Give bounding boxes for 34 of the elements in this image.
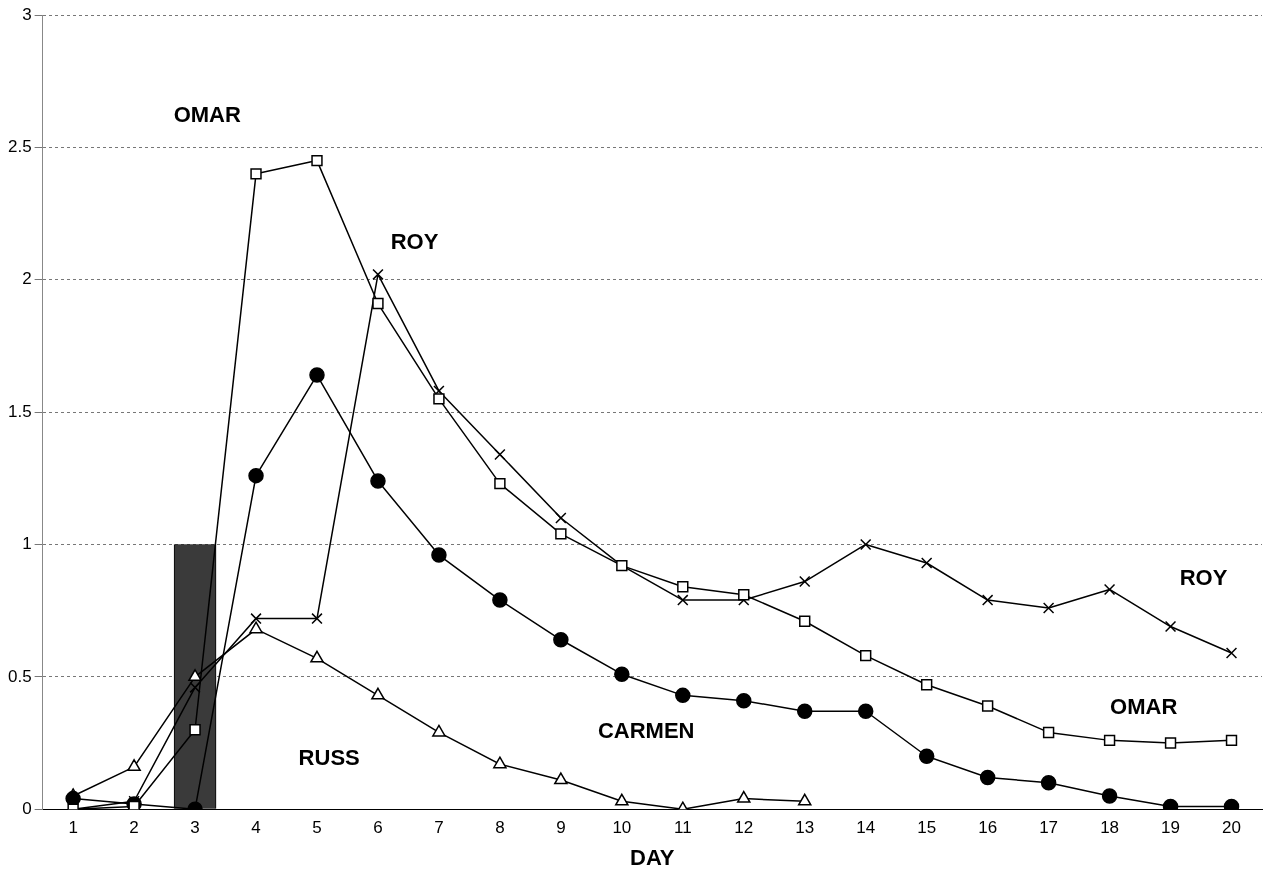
x-tick-label: 6 — [373, 818, 383, 838]
y-tick-label: 2 — [22, 269, 32, 289]
y-tick-label: 1.5 — [7, 401, 32, 421]
y-tick-label: 0.5 — [7, 666, 32, 686]
annotation: RUSS — [298, 745, 360, 771]
x-tick-label: 7 — [434, 818, 444, 838]
x-tick-label: 1 — [68, 818, 78, 838]
x-tick-label: 9 — [556, 818, 566, 838]
x-tick-label: 3 — [190, 818, 200, 838]
y-tick-label: 0 — [22, 798, 32, 818]
x-tick-label: 15 — [917, 818, 937, 838]
annotation: CARMEN — [597, 718, 695, 744]
x-tick-label: 5 — [312, 818, 322, 838]
x-tick-label: 2 — [129, 818, 139, 838]
annotation: OMAR — [1110, 694, 1178, 720]
x-tick-label: 10 — [612, 818, 632, 838]
x-tick-label: 18 — [1100, 818, 1120, 838]
y-tick-label: 2.5 — [7, 137, 32, 157]
x-tick-label: 11 — [673, 818, 692, 838]
annotation: ROY — [1179, 564, 1228, 590]
x-tick-label: 4 — [251, 818, 261, 838]
x-tick-label: 8 — [495, 818, 505, 838]
y-tick-label: 3 — [22, 4, 32, 24]
x-axis-title: DAY — [630, 844, 675, 870]
x-tick-label: 19 — [1161, 818, 1181, 838]
annotation: OMAR — [173, 101, 241, 127]
x-tick-label: 13 — [795, 818, 815, 838]
y-tick-label: 1 — [22, 534, 32, 554]
x-tick-label: 12 — [734, 818, 754, 838]
x-tick-label: 16 — [978, 818, 998, 838]
x-tick-label: 17 — [1039, 818, 1059, 838]
x-tick-label: 20 — [1222, 818, 1241, 838]
annotation: ROY — [390, 229, 439, 254]
x-tick-label: 14 — [856, 818, 876, 838]
